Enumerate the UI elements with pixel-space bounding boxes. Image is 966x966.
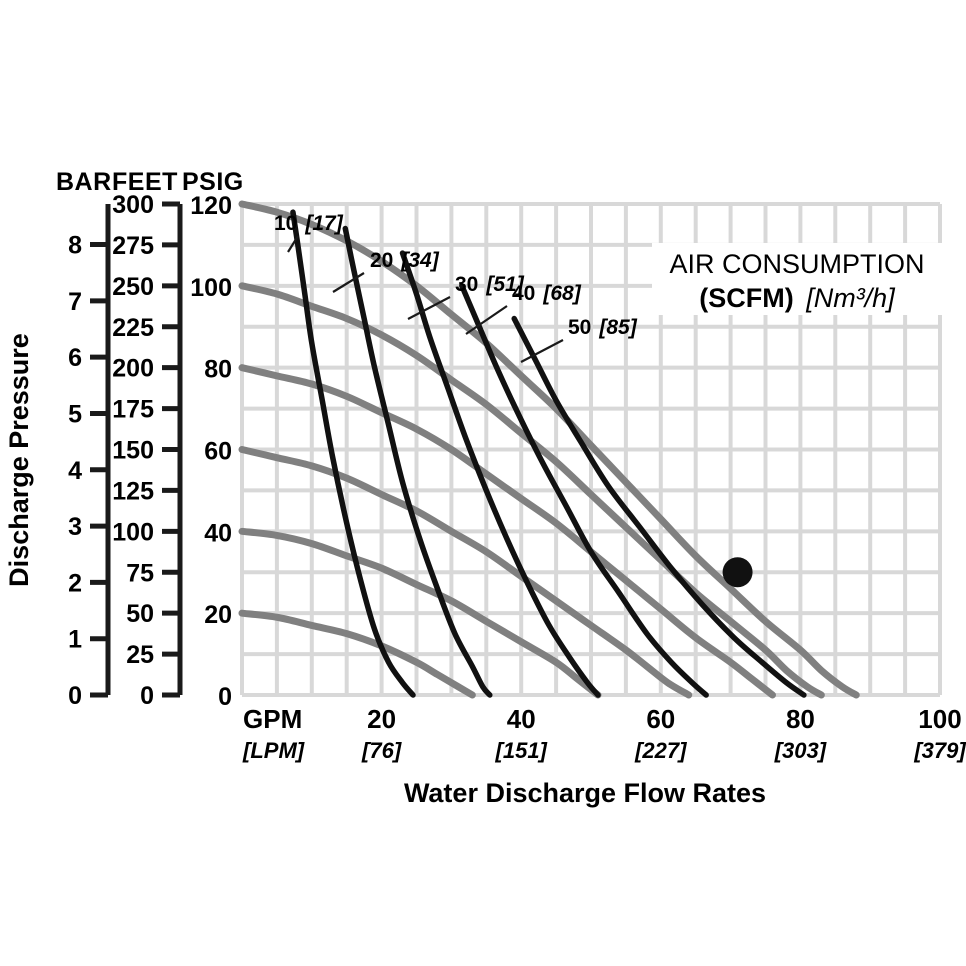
feet-axis-header: FEET <box>112 168 178 196</box>
legend-scfm: (SCFM) <box>699 283 793 313</box>
feet-axis-tick-label: 100 <box>112 518 154 546</box>
x-axis-labels: GPM [LPM] 20 [76] 40 [151] 60 [227] 80 [303] 100 [3… <box>242 704 966 763</box>
curve-label-leader-line <box>465 305 508 335</box>
curve-label: 50 [85] <box>568 316 638 339</box>
curve-label-scfm: 20 <box>370 249 393 272</box>
bar-axis-tick-label: 2 <box>68 569 82 597</box>
x-axis-tick-label: 40 <box>507 704 536 734</box>
psig-axis-tick-label: 40 <box>204 519 232 547</box>
x-axis-unit-lpm: [LPM] <box>242 738 305 763</box>
feet-axis-tick-label: 25 <box>126 641 154 669</box>
feet-axis-tick-label: 250 <box>112 273 154 301</box>
x-axis-tick-label: 20 <box>367 704 396 734</box>
operating-point-dot <box>722 557 753 588</box>
psig-axis-tick-label: 0 <box>218 683 232 711</box>
curve-label-nm3h: [51] <box>485 273 524 296</box>
air-consumption-curve <box>290 209 416 698</box>
curve-label: 10 [17] <box>274 212 344 235</box>
legend-title: AIR CONSUMPTION <box>669 249 924 279</box>
curve-labels: 10 [17] 20 [34] 30 [51]40 [68] 50 [85] <box>274 212 638 339</box>
feet-axis-tick-label: 150 <box>112 437 154 465</box>
feet-axis-tick-label: 225 <box>112 314 154 342</box>
psig-axis-tick-label: 20 <box>204 601 232 629</box>
curve-label-scfm: 10 <box>274 212 297 235</box>
curve-label-nm3h: [17] <box>304 212 343 235</box>
air-consumption-curve <box>342 225 493 698</box>
psig-axis-tick-label: 100 <box>190 274 232 302</box>
pressure-curve <box>238 282 825 699</box>
legend-nm3h: [Nm³/h] <box>805 283 896 313</box>
legend-subtitle: (SCFM) [Nm³/h] <box>699 283 896 313</box>
bar-axis-tick-label: 0 <box>68 682 82 710</box>
psig-axis: 120 100 80 60 40 20 0 <box>190 192 232 711</box>
curve-label-leader-line <box>332 272 365 293</box>
curve-label: 40 [68] <box>512 282 582 305</box>
bar-axis-header: BAR <box>56 168 112 196</box>
feet-axis-tick-label: 200 <box>112 355 154 383</box>
curve-label: 30 [51] <box>455 273 525 296</box>
legend-background <box>652 243 942 315</box>
leader-lines <box>287 235 564 363</box>
curve-label-nm3h: [85] <box>598 316 637 339</box>
bar-axis: 8 7 6 5 4 3 2 1 0 <box>68 204 111 710</box>
x-axis-unit-gpm: GPM <box>243 704 302 734</box>
bar-axis-tick-label: 5 <box>68 400 82 428</box>
pressure-curve <box>238 527 602 699</box>
air-consumption-curve <box>511 315 807 698</box>
feet-axis-tick-label: 125 <box>112 477 154 505</box>
x-axis-tick-label: 80 <box>786 704 815 734</box>
x-axis-tick-label: 100 <box>918 704 961 734</box>
feet-axis-tick-label: 275 <box>112 232 154 260</box>
curve-label-scfm: 50 <box>568 316 591 339</box>
feet-axis-tick-label: 75 <box>126 559 154 587</box>
bar-axis-tick-label: 8 <box>68 232 82 260</box>
curve-label-leader-line <box>407 296 451 320</box>
air-consumption-curve <box>399 250 601 698</box>
bar-axis-tick-label: 6 <box>68 344 82 372</box>
operating-point-marker <box>722 557 753 588</box>
curve-label: 20 [34] <box>370 249 440 272</box>
air-consumption-curve <box>459 283 709 698</box>
curve-label-leader-line <box>287 235 299 253</box>
legend-box: AIR CONSUMPTION (SCFM) [Nm³/h] <box>652 243 942 315</box>
x-axis-tick-label: 60 <box>646 704 675 734</box>
bar-axis-tick-label: 3 <box>68 513 82 541</box>
feet-axis-tick-label: 0 <box>140 682 154 710</box>
curve-label-scfm: 40 <box>512 282 535 305</box>
pressure-curve <box>238 446 693 699</box>
psig-axis-tick-label: 120 <box>190 192 232 220</box>
curve-label-nm3h: [68] <box>542 282 581 305</box>
curve-label-scfm: 30 <box>455 273 478 296</box>
psig-axis-tick-label: 80 <box>204 356 232 384</box>
x-axis-title: Water Discharge Flow Rates <box>404 778 766 808</box>
x-axis-tick-label-lpm: [76] <box>361 738 402 763</box>
feet-axis-tick-label: 300 <box>112 191 154 219</box>
psig-axis-tick-label: 60 <box>204 438 232 466</box>
feet-axis-tick-label: 50 <box>126 600 154 628</box>
feet-axis-tick-label: 175 <box>112 396 154 424</box>
pressure-curve <box>238 364 776 699</box>
x-axis-tick-label-lpm: [151] <box>495 738 548 763</box>
x-axis-tick-label-lpm: [303] <box>774 738 827 763</box>
bar-axis-tick-label: 7 <box>68 288 82 316</box>
curve-label-leader-line <box>520 339 564 363</box>
psig-axis-header: PSIG <box>182 168 244 196</box>
bar-axis-tick-label: 4 <box>68 457 82 485</box>
curve-label-nm3h: [34] <box>400 249 439 272</box>
bar-axis-tick-label: 1 <box>68 626 82 654</box>
y-axis-title: Discharge Pressure <box>4 333 34 587</box>
x-axis-tick-label-lpm: [379] <box>913 738 966 763</box>
curves-layer <box>238 200 860 699</box>
x-axis-tick-label-lpm: [227] <box>634 738 687 763</box>
